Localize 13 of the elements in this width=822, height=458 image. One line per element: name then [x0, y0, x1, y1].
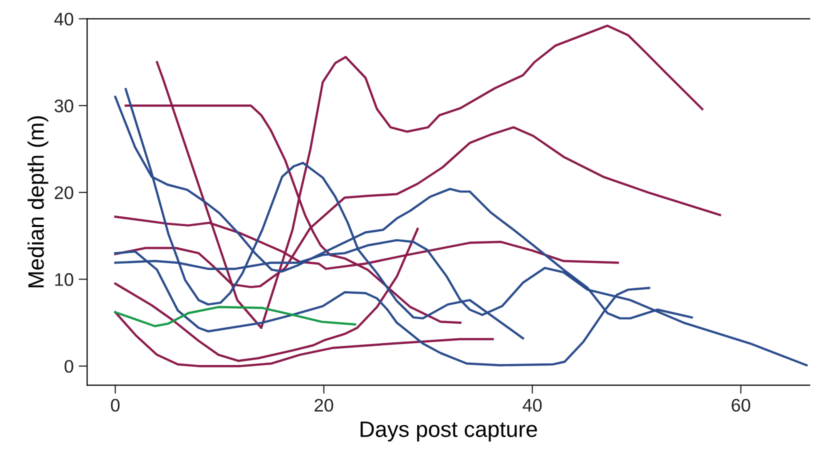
- y-tick-label: 40: [54, 12, 74, 26]
- x-tick-label: 20: [314, 398, 334, 412]
- y-axis-title: Median depth (m): [28, 116, 48, 288]
- line-series: [114, 306, 356, 328]
- x-tick-label: 60: [732, 398, 750, 412]
- x-tick-label: 40: [522, 398, 542, 412]
- y-tick-label: 20: [54, 186, 74, 200]
- x-axis-title: Days post capture: [360, 422, 537, 442]
- y-tick-label: 0: [64, 360, 74, 373]
- y-tick-label: 30: [54, 100, 74, 112]
- line-series: [114, 311, 494, 368]
- y-tick-label: 10: [55, 273, 74, 286]
- x-tick-label: 0: [110, 398, 120, 412]
